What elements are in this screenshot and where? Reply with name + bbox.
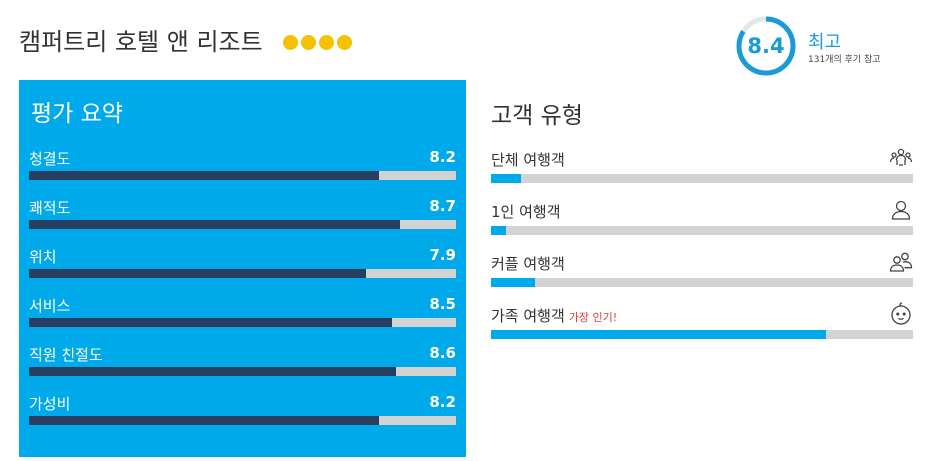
- traveler-bar-fill: [491, 278, 536, 287]
- metric-label: 직원 친절도: [29, 346, 103, 364]
- traveler-bar-fill: [491, 330, 827, 339]
- star-icon: [301, 35, 316, 50]
- traveler-bar: [491, 278, 913, 287]
- review-count: 131개의 후기 참고: [808, 55, 881, 65]
- rating-summary-panel: 평가 요약 청결도 8.2 쾌적도 8.7 위치 7.9 서비스 8.5 직원 …: [19, 80, 466, 457]
- metric-label: 쾌적도: [29, 199, 71, 217]
- metric-bar: [29, 171, 456, 180]
- traveler-type-label: 가족 여행객 가장 인기!: [491, 307, 618, 325]
- group-icon: [889, 148, 913, 166]
- metric-bar-fill: [29, 416, 380, 425]
- metric-label: 청결도: [29, 150, 71, 168]
- metric-bar-fill: [29, 269, 367, 278]
- traveler-type-label: 커플 여행객: [491, 255, 565, 273]
- star-icon: [337, 35, 352, 50]
- metric-bar: [29, 269, 456, 278]
- most-popular-badge: 가장 인기!: [568, 311, 618, 324]
- traveler-type-label: 1인 여행객: [491, 203, 561, 221]
- score-value: 8.4: [747, 34, 785, 58]
- metric-comfort: 쾌적도 8.7: [29, 197, 456, 237]
- solo-traveler-icon: [891, 200, 911, 220]
- couple-icon: [889, 252, 913, 272]
- metric-bar: [29, 220, 456, 229]
- metric-bar-fill: [29, 318, 392, 327]
- metric-location: 위치 7.9: [29, 246, 456, 286]
- hotel-name: 캠퍼트리 호텔 앤 리조트: [19, 28, 263, 56]
- traveler-type-solo: 1인 여행객: [491, 200, 913, 245]
- metric-staff: 직원 친절도 8.6: [29, 344, 456, 384]
- metric-cleanliness: 청결도 8.2: [29, 148, 456, 188]
- star-icon: [319, 35, 334, 50]
- traveler-type-family: 가족 여행객 가장 인기!: [491, 302, 913, 349]
- score-word: 최고: [808, 32, 842, 53]
- traveler-bar: [491, 330, 913, 339]
- score-ring: 8.4: [735, 15, 797, 77]
- metric-label: 가성비: [29, 395, 71, 413]
- metric-value: 8.5: [429, 295, 456, 313]
- traveler-bar: [491, 174, 913, 183]
- metric-value: 8.2: [429, 393, 456, 411]
- traveler-bar: [491, 226, 913, 235]
- metric-value-for-money: 가성비 8.2: [29, 393, 456, 433]
- metric-label: 서비스: [29, 297, 71, 315]
- star-icon: [283, 35, 298, 50]
- metric-bar: [29, 367, 456, 376]
- metric-bar: [29, 318, 456, 327]
- metric-bar-fill: [29, 171, 380, 180]
- traveler-type-couple: 커플 여행객: [491, 252, 913, 297]
- star-rating: [283, 35, 352, 50]
- traveler-type-group: 단체 여행객: [491, 148, 913, 193]
- traveler-types-title: 고객 유형: [491, 103, 583, 129]
- metric-value: 8.6: [429, 344, 456, 362]
- metric-bar: [29, 416, 456, 425]
- metric-value: 8.7: [429, 197, 456, 215]
- rating-summary-title: 평가 요약: [31, 101, 123, 127]
- family-icon: [891, 302, 911, 325]
- metric-value: 7.9: [429, 246, 456, 264]
- traveler-bar-fill: [491, 226, 506, 235]
- traveler-type-label: 단체 여행객: [491, 151, 565, 169]
- metric-value: 8.2: [429, 148, 456, 166]
- metric-bar-fill: [29, 220, 401, 229]
- metric-service: 서비스 8.5: [29, 295, 456, 335]
- traveler-bar-fill: [491, 174, 521, 183]
- metric-bar-fill: [29, 367, 397, 376]
- metric-label: 위치: [29, 248, 57, 266]
